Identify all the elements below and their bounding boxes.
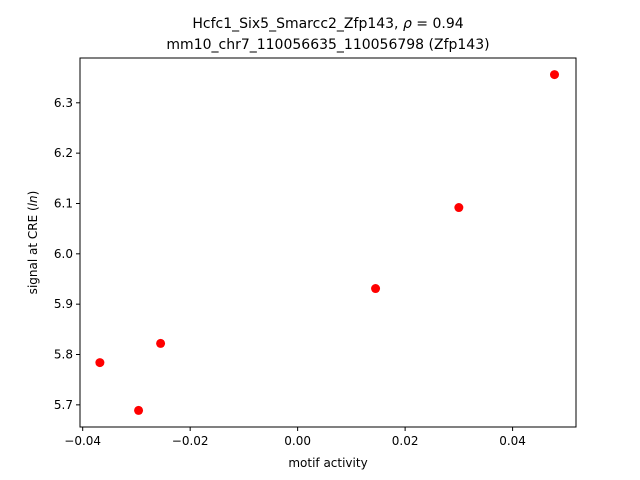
x-tick-label: 0.04	[499, 434, 526, 448]
x-tick-label: −0.04	[64, 434, 101, 448]
y-tick-label: 5.7	[54, 398, 73, 412]
data-points	[95, 70, 560, 415]
y-tick-label: 6.2	[54, 146, 73, 160]
y-tick-label: 6.1	[54, 196, 73, 210]
data-point	[134, 405, 144, 415]
y-tick-label: 5.8	[54, 348, 73, 362]
x-axis-label: motif activity	[288, 456, 367, 470]
y-axis-label: signal at CRE (ln)	[26, 191, 40, 295]
x-tick-label: −0.02	[172, 434, 209, 448]
x-axis-ticks: −0.04 −0.02 0.00 0.02 0.04	[64, 427, 526, 448]
data-point	[454, 203, 464, 213]
data-point	[550, 70, 560, 80]
y-tick-label: 5.9	[54, 297, 73, 311]
data-point	[95, 358, 105, 368]
x-tick-label: 0.00	[284, 434, 311, 448]
x-tick-label: 0.02	[392, 434, 419, 448]
data-point	[371, 284, 381, 294]
chart-title-line2: mm10_chr7_110056635_110056798 (Zfp143)	[166, 37, 489, 53]
y-tick-label: 6.3	[54, 96, 73, 110]
chart-title-line1: Hcfc1_Six5_Smarcc2_Zfp143, ρ = 0.94	[192, 16, 463, 32]
y-axis-ticks: 5.7 5.8 5.9 6.0 6.1 6.2 6.3	[54, 96, 80, 412]
plot-frame	[79, 57, 577, 428]
y-tick-label: 6.0	[54, 247, 73, 261]
data-point	[156, 338, 166, 348]
